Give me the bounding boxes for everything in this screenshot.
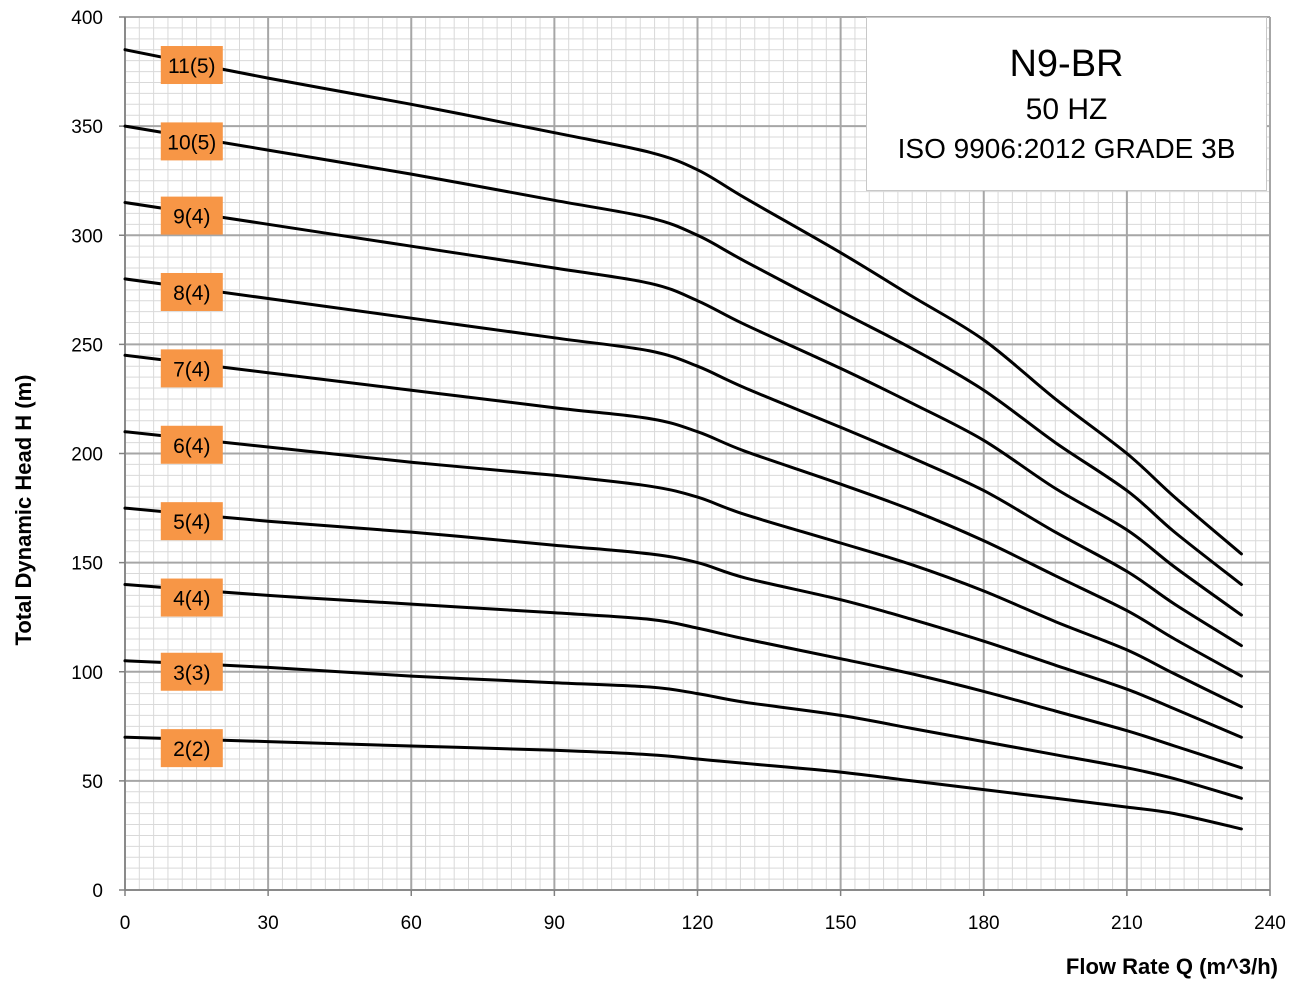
- y-axis-title: Total Dynamic Head H (m): [11, 375, 36, 646]
- x-tick-label: 30: [258, 913, 279, 934]
- curve-11-5: [123, 48, 1243, 556]
- x-tick-label: 150: [825, 913, 857, 934]
- stage-label-text: 3(3): [173, 662, 210, 685]
- stage-label-box: [160, 652, 223, 691]
- curve-10-5: [123, 124, 1243, 586]
- curve-5-4: [123, 506, 1243, 739]
- y-tick-label: 300: [71, 226, 103, 247]
- stage-label: 7(4): [160, 349, 223, 388]
- axes: 0 30 60 90 120 150 180 210 240 0 50 100 150 200 250 300…: [71, 8, 1286, 934]
- x-tick-label: 210: [1111, 913, 1143, 934]
- x-tick-label: 90: [544, 913, 565, 934]
- stage-label-box: [160, 729, 223, 768]
- x-tick-label: 0: [120, 913, 131, 934]
- y-tick-label: 400: [71, 8, 103, 29]
- standard-label: ISO 9906:2012 GRADE 3B: [897, 133, 1236, 164]
- curve-8-4: [123, 277, 1243, 648]
- stage-label: 3(3): [160, 652, 223, 691]
- stage-label-text: 4(4): [173, 588, 210, 611]
- y-tick-label: 350: [71, 117, 103, 138]
- stage-label-text: 7(4): [173, 358, 210, 381]
- stage-label: 11(5): [160, 46, 223, 85]
- curve-7-4: [123, 353, 1243, 678]
- stage-label-box: [160, 196, 223, 235]
- stage-label-box: [160, 502, 223, 541]
- stage-label-box: [160, 425, 223, 464]
- model-title: N9-BR: [1009, 43, 1124, 85]
- stage-label: 4(4): [160, 578, 223, 617]
- stage-label-text: 11(5): [168, 55, 215, 78]
- stage-label-text: 9(4): [173, 206, 210, 229]
- stage-label-text: 8(4): [173, 282, 210, 305]
- x-tick-label: 120: [682, 913, 714, 934]
- stage-label: 9(4): [160, 196, 223, 235]
- y-tick-label: 50: [82, 772, 103, 793]
- stage-label-box: [160, 349, 223, 388]
- stage-labels: 11(5) 10(5) 9(4) 8(4) 7(4) 6(4) 5(4) 4(4) 3(3) 2(…: [160, 46, 223, 768]
- curve-3-3: [123, 659, 1243, 800]
- y-tick-label: 250: [71, 335, 103, 356]
- stage-label: 10(5): [160, 122, 223, 161]
- x-tick-label: 60: [401, 913, 422, 934]
- y-tick-label: 150: [71, 554, 103, 575]
- y-tick-label: 0: [92, 881, 103, 902]
- curve-9-4: [123, 201, 1243, 617]
- stage-label-text: 5(4): [173, 511, 210, 534]
- stage-label: 2(2): [160, 729, 223, 768]
- curve-2-2: [123, 735, 1243, 831]
- stage-label-box: [160, 272, 223, 311]
- x-tick-label: 240: [1254, 913, 1286, 934]
- stage-label-box: [160, 578, 223, 617]
- curve-6-4: [123, 430, 1243, 709]
- y-tick-label: 200: [71, 445, 103, 466]
- y-tick-label: 100: [71, 663, 103, 684]
- stage-label-box: [160, 122, 223, 161]
- stage-label-text: 2(2): [173, 738, 210, 761]
- x-tick-label: 180: [968, 913, 1000, 934]
- chart-info-box: N9-BR 50 HZ ISO 9906:2012 GRADE 3B: [866, 17, 1267, 191]
- stage-label-box: [160, 46, 223, 85]
- stage-label-text: 6(4): [173, 435, 210, 458]
- pump-curves: [123, 48, 1243, 831]
- frequency-label: 50 HZ: [1025, 93, 1108, 126]
- stage-label: 6(4): [160, 425, 223, 464]
- stage-label: 8(4): [160, 272, 223, 311]
- x-axis-title: Flow Rate Q (m^3/h): [1066, 954, 1278, 979]
- curve-4-4: [123, 583, 1243, 770]
- stage-label: 5(4): [160, 502, 223, 541]
- stage-label-text: 10(5): [167, 131, 216, 154]
